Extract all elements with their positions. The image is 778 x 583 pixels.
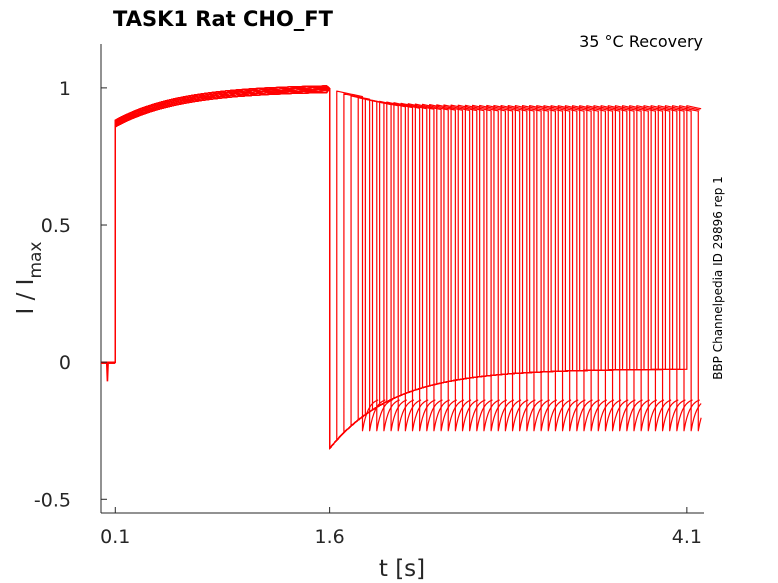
current-trace xyxy=(101,85,550,450)
current-trace xyxy=(101,87,600,450)
current-trace xyxy=(101,87,643,450)
chart-title: TASK1 Rat CHO_FT xyxy=(113,7,334,31)
plot-frame xyxy=(100,44,704,514)
current-trace xyxy=(101,85,622,450)
x-tick-label: 1.6 xyxy=(315,526,345,548)
y-tick-label: -0.5 xyxy=(34,489,71,511)
onset-artifact-trace xyxy=(105,362,109,382)
y-tick-group: -0.5 0 0.5 1 xyxy=(34,78,107,511)
current-trace xyxy=(101,85,408,450)
current-trace xyxy=(101,86,650,450)
current-trace xyxy=(101,85,479,450)
current-trace xyxy=(101,86,436,450)
current-trace xyxy=(101,87,672,450)
source-id-label: BBP Channelpedia ID 29896 rep 1 xyxy=(711,176,725,380)
y-tick-label: 0 xyxy=(59,352,71,374)
x-tick-group: 0.1 1.6 4.1 xyxy=(100,507,702,548)
current-trace xyxy=(101,87,386,450)
current-trace xyxy=(101,85,693,450)
current-trace xyxy=(101,87,558,450)
current-trace xyxy=(101,87,500,450)
y-axis-label-base: I / I xyxy=(13,279,39,315)
current-trace xyxy=(101,87,529,450)
current-trace xyxy=(101,87,465,450)
current-trace xyxy=(101,87,450,450)
x-tick-label: 0.1 xyxy=(100,526,130,548)
current-trace xyxy=(101,87,608,450)
condition-annotation: 35 °C Recovery xyxy=(579,32,703,51)
current-trace xyxy=(101,85,702,450)
y-tick-label: 1 xyxy=(59,78,71,100)
current-trace xyxy=(101,85,658,450)
current-trace xyxy=(101,87,629,450)
x-tick-label: 4.1 xyxy=(672,526,702,548)
current-trace xyxy=(101,86,700,450)
trace-group xyxy=(101,85,702,450)
current-trace xyxy=(101,86,400,450)
current-trace xyxy=(101,86,508,450)
x-axis-label: t [s] xyxy=(379,556,425,582)
y-axis-label-sub: max xyxy=(26,242,46,279)
current-trace xyxy=(101,87,379,450)
current-trace xyxy=(101,87,593,450)
current-trace xyxy=(101,87,486,450)
current-trace xyxy=(101,87,700,450)
current-trace xyxy=(101,85,515,450)
y-tick-label: 0.5 xyxy=(41,215,71,237)
current-trace xyxy=(101,87,415,450)
current-trace xyxy=(101,86,579,450)
y-axis-label: I / Imax xyxy=(13,242,46,315)
current-trace xyxy=(101,87,393,450)
